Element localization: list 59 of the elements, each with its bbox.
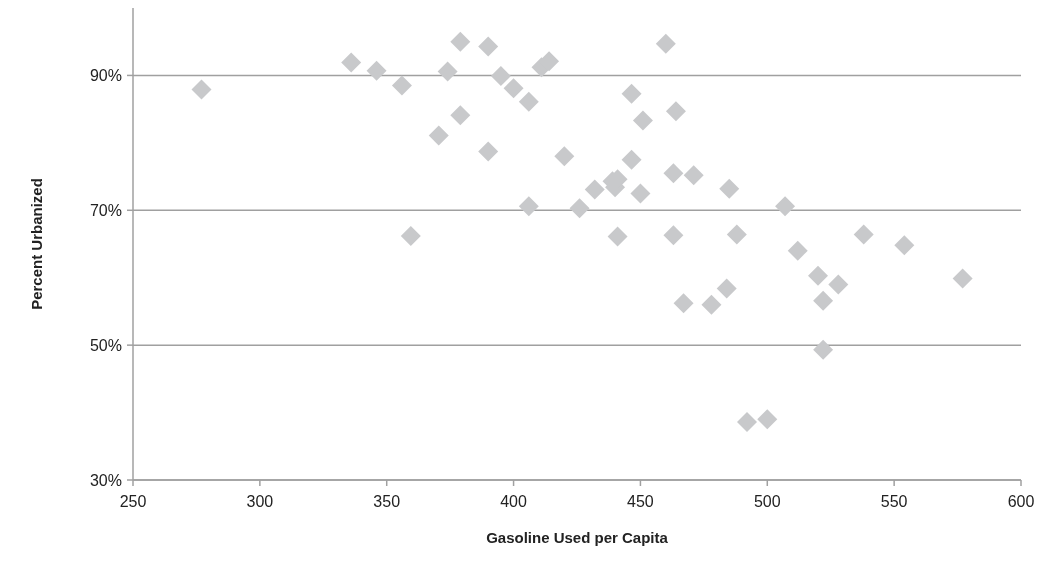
point (813, 339, 834, 360)
point (554, 146, 575, 167)
point (757, 409, 778, 430)
point (736, 412, 757, 433)
point (437, 61, 458, 82)
point (663, 225, 684, 246)
point (518, 91, 539, 112)
point (366, 60, 387, 81)
point (813, 290, 834, 311)
point (518, 196, 539, 217)
point (952, 268, 973, 289)
point (584, 179, 605, 200)
point (621, 149, 642, 170)
point (621, 83, 642, 104)
point (775, 196, 796, 217)
x-tick-label: 600 (1007, 493, 1035, 510)
point (808, 265, 829, 286)
point (632, 110, 653, 131)
point (719, 178, 740, 199)
point (716, 278, 737, 299)
point (503, 78, 524, 99)
y-tick-label: 90% (89, 67, 122, 85)
x-tick-label: 400 (500, 493, 528, 510)
point (726, 224, 747, 245)
point (701, 294, 722, 315)
x-tick-label: 300 (246, 493, 274, 510)
point (478, 141, 499, 162)
y-tick-label: 50% (89, 336, 122, 354)
point (683, 165, 704, 186)
point (428, 125, 449, 146)
point (478, 36, 499, 57)
point (665, 101, 686, 122)
point (655, 33, 676, 54)
point (828, 274, 849, 295)
point (341, 52, 362, 73)
x-tick-label: 250 (119, 493, 147, 510)
point (450, 31, 471, 52)
point (391, 75, 412, 96)
y-tick-label: 30% (89, 471, 122, 489)
x-tick-label: 500 (753, 493, 781, 510)
point (191, 79, 212, 100)
point (853, 224, 874, 245)
point (894, 235, 915, 256)
x-tick-label: 450 (627, 493, 654, 510)
point (787, 240, 808, 261)
x-tick-label: 350 (373, 493, 401, 510)
point (490, 66, 511, 87)
y-axis-title: Percent Urbanized (28, 178, 45, 310)
x-axis-title: Gasoline Used per Capita (486, 529, 669, 546)
y-tick-label: 70% (89, 201, 122, 219)
point (663, 163, 684, 184)
point (450, 105, 471, 126)
point (630, 183, 651, 204)
point (607, 226, 628, 247)
point (673, 293, 694, 314)
point (400, 225, 421, 246)
x-tick-label: 550 (880, 493, 908, 510)
point (569, 198, 590, 219)
point (539, 51, 560, 72)
